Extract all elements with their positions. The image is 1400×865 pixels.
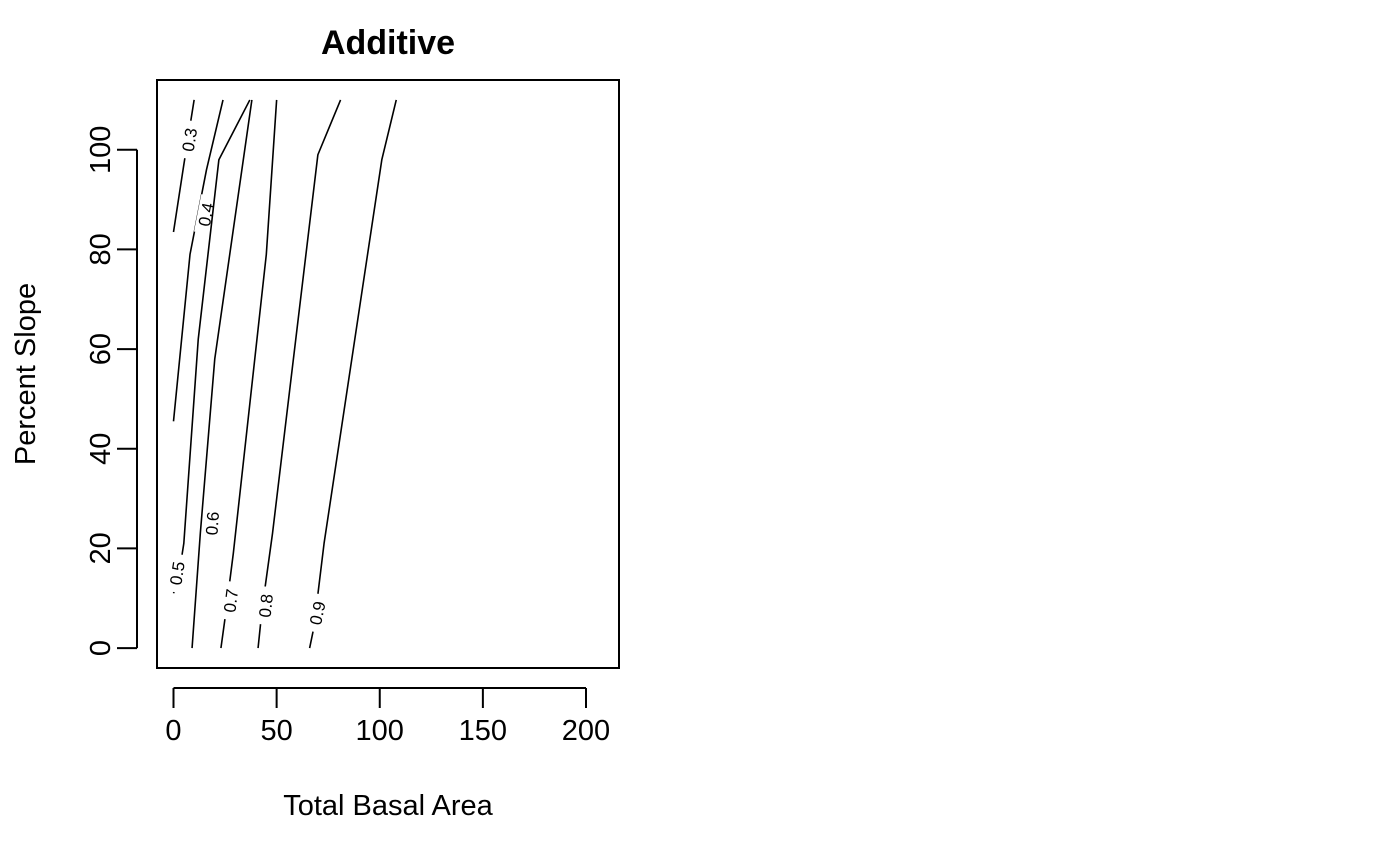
y-tick-label: 0 (85, 640, 117, 656)
contour-line (172, 99, 251, 594)
y-axis: 0 20 40 60 80 100 (85, 126, 138, 656)
plot-frame (156, 79, 620, 669)
contour-line (220, 99, 278, 649)
contour-line (257, 99, 342, 649)
x-axis-label: Total Basal Area (283, 790, 493, 822)
y-tick-label: 40 (85, 433, 117, 465)
y-tick-label: 60 (85, 333, 117, 365)
contour-line (172, 99, 195, 233)
contour-label: 0.8 (256, 593, 277, 618)
contour-label: 0.4 (195, 201, 218, 228)
chart-title: Additive (321, 24, 455, 62)
x-tick-label: 200 (562, 715, 610, 747)
contour-label: 0.9 (306, 600, 329, 627)
y-tick-label: 20 (85, 532, 117, 564)
contour-label: 0.7 (220, 588, 242, 614)
contour-label: 0.5 (166, 560, 188, 586)
contour-lines: 0.3 0.4 0.5 0.6 0.7 0.8 0.9 (166, 99, 398, 649)
x-tick-label: 50 (260, 715, 292, 747)
y-tick-label: 80 (85, 233, 117, 265)
contour-label: 0.6 (202, 511, 223, 536)
y-tick-label: 100 (85, 126, 117, 174)
contour-line (308, 99, 398, 649)
contour-line (191, 99, 253, 649)
y-axis-label: Percent Slope (10, 283, 42, 465)
x-tick-label: 100 (356, 715, 404, 747)
x-axis: 0 50 100 150 200 (165, 687, 610, 747)
contour-line (172, 99, 224, 422)
x-tick-label: 150 (459, 715, 507, 747)
x-tick-label: 0 (165, 715, 181, 747)
contour-label: 0.3 (179, 127, 201, 153)
